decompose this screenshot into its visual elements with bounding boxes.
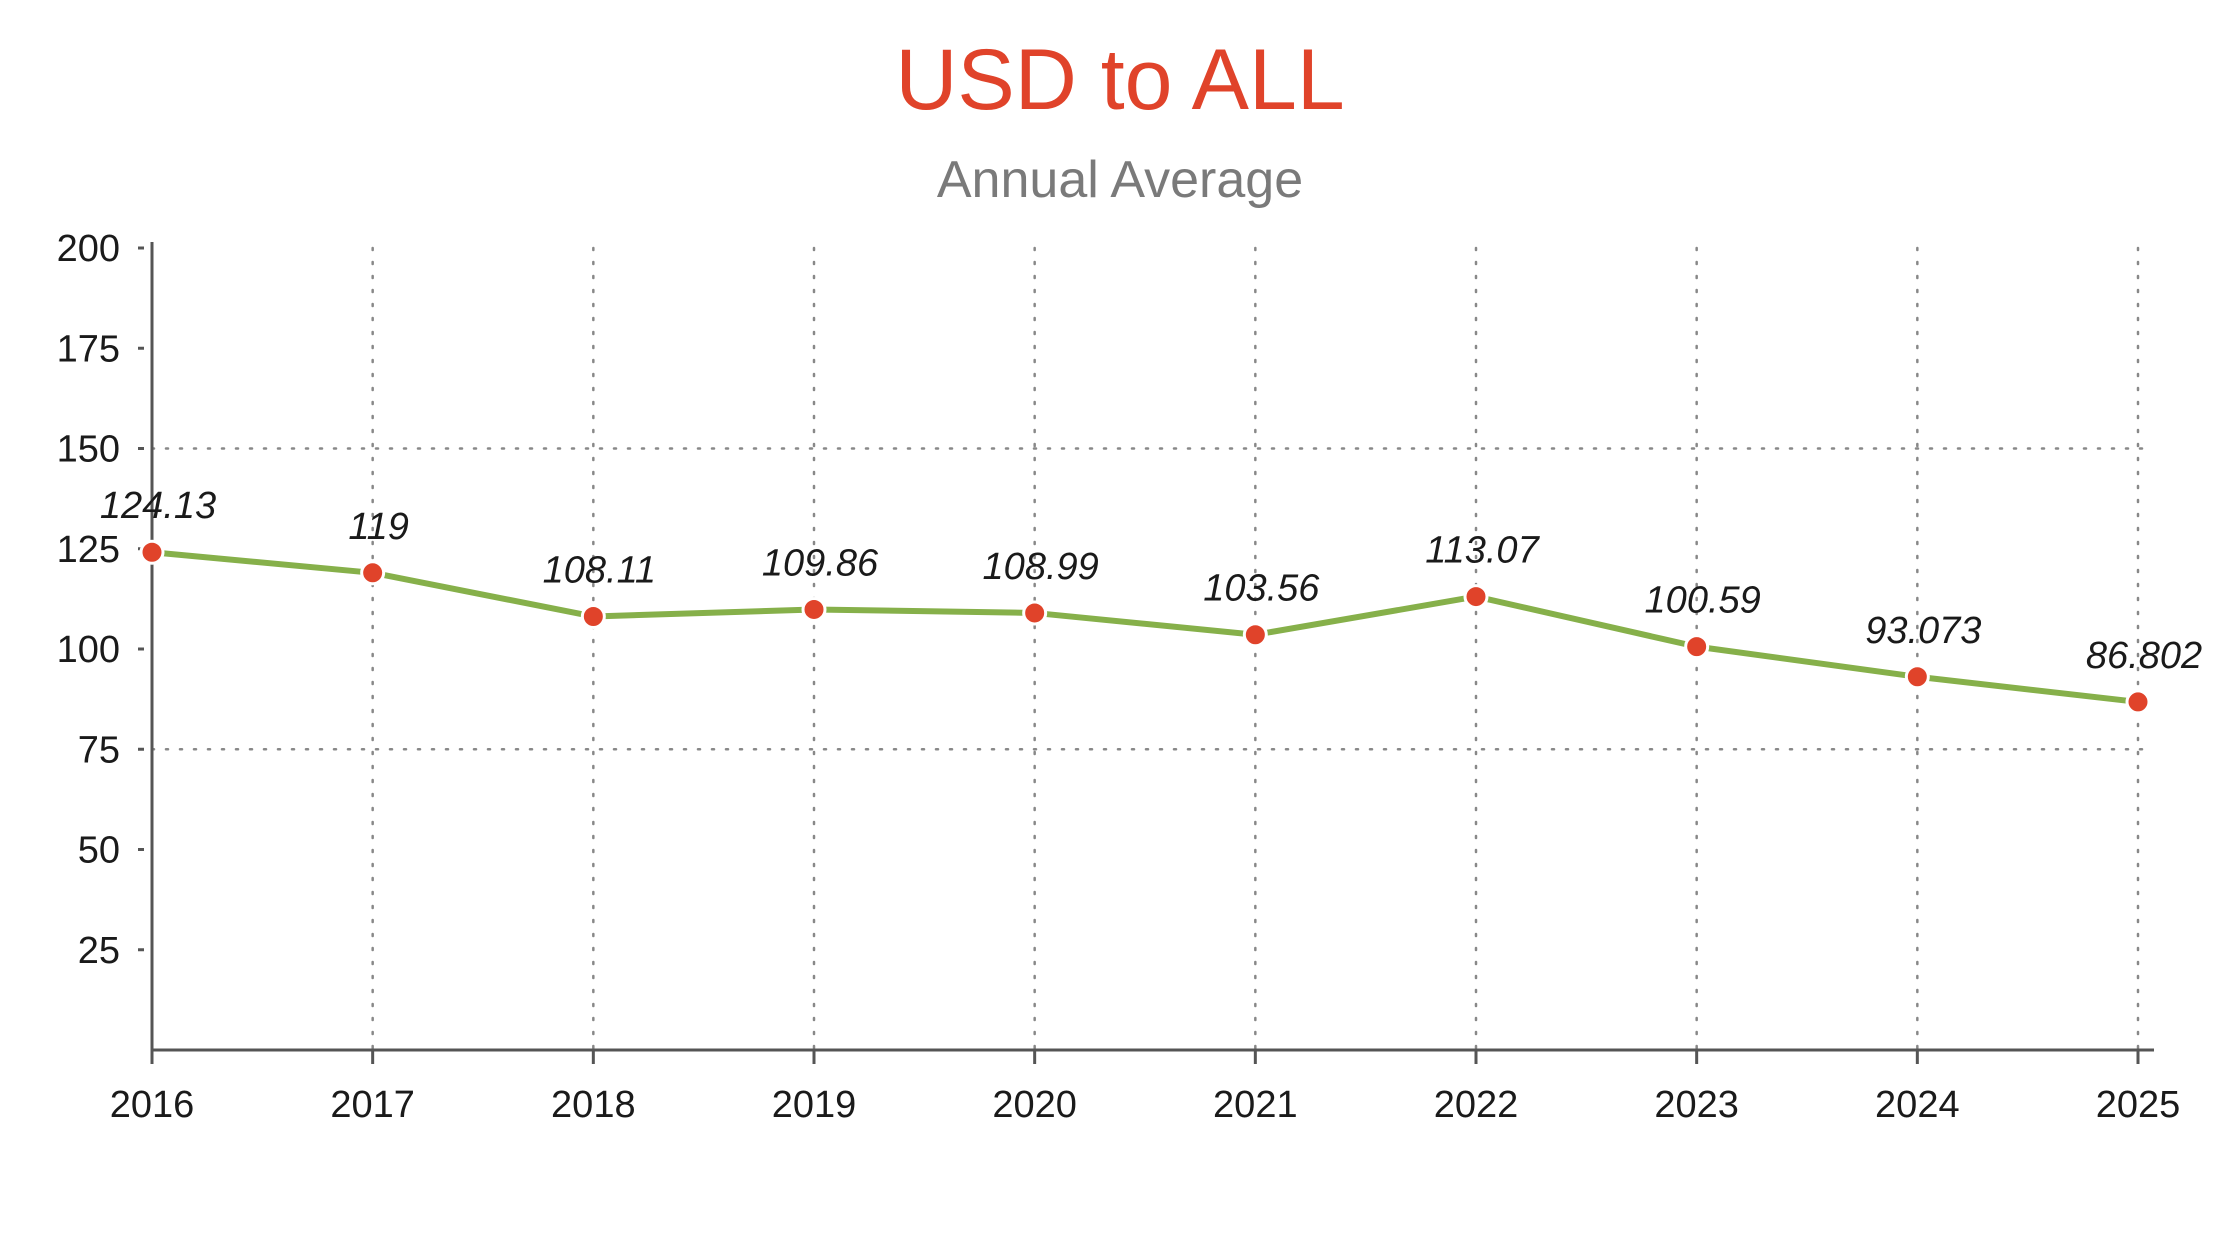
- x-tick-label: 2017: [330, 1084, 415, 1126]
- y-tick-label: 25: [78, 930, 120, 972]
- data-label: 103.56: [1203, 568, 1320, 610]
- label-layer: 124.13 119 108.11 109.86 108.99 103.56 113.07 1…: [100, 485, 2202, 677]
- data-point: [1684, 634, 1710, 660]
- data-label: 119: [348, 506, 409, 548]
- x-tick-label: 2019: [772, 1084, 857, 1126]
- y-tick-label: 125: [57, 529, 120, 571]
- data-label: 100.59: [1645, 580, 1761, 622]
- data-label: 109.86: [762, 542, 879, 584]
- x-tick-label: 2021: [1213, 1084, 1298, 1126]
- chart-title: USD to ALL: [895, 32, 1345, 128]
- data-point: [580, 603, 606, 629]
- data-label: 124.13: [100, 485, 216, 527]
- data-label: 93.073: [1865, 610, 1981, 652]
- data-point: [1463, 584, 1489, 610]
- grid-layer: [150, 246, 2154, 1052]
- series-layer: [139, 539, 2151, 715]
- chart-subtitle: Annual Average: [936, 151, 1304, 209]
- x-tick-label: 2025: [2096, 1084, 2181, 1126]
- y-tick-label: 75: [78, 729, 120, 771]
- data-label: 108.99: [983, 546, 1099, 588]
- data-point: [1904, 664, 1930, 690]
- y-tick-label: 200: [57, 228, 120, 270]
- y-tick-label: 150: [57, 429, 120, 471]
- data-point: [139, 539, 165, 565]
- x-tick-label: 2022: [1434, 1084, 1519, 1126]
- data-point: [1242, 622, 1268, 648]
- x-tick-label: 2016: [110, 1084, 195, 1126]
- series-line: [149, 549, 2141, 705]
- data-point: [2125, 689, 2151, 715]
- x-tick-label: 2018: [551, 1084, 636, 1126]
- y-tick-label: 100: [57, 629, 120, 671]
- data-label: 113.07: [1425, 530, 1540, 572]
- data-point: [801, 596, 827, 622]
- data-label: 108.11: [543, 549, 656, 591]
- x-tick-label: 2020: [992, 1084, 1077, 1126]
- y-tick-label: 50: [78, 830, 120, 872]
- x-tick-label: 2023: [1654, 1084, 1739, 1126]
- data-point: [360, 560, 386, 586]
- x-tick-label: 2024: [1875, 1084, 1960, 1126]
- data-label: 86.802: [2086, 635, 2202, 677]
- y-tick-label: 175: [57, 328, 120, 370]
- data-point: [1022, 600, 1048, 626]
- axis-layer: 25 50 75 100 125 150 175 200 2016 2017 2018 2019 202…: [57, 228, 2181, 1126]
